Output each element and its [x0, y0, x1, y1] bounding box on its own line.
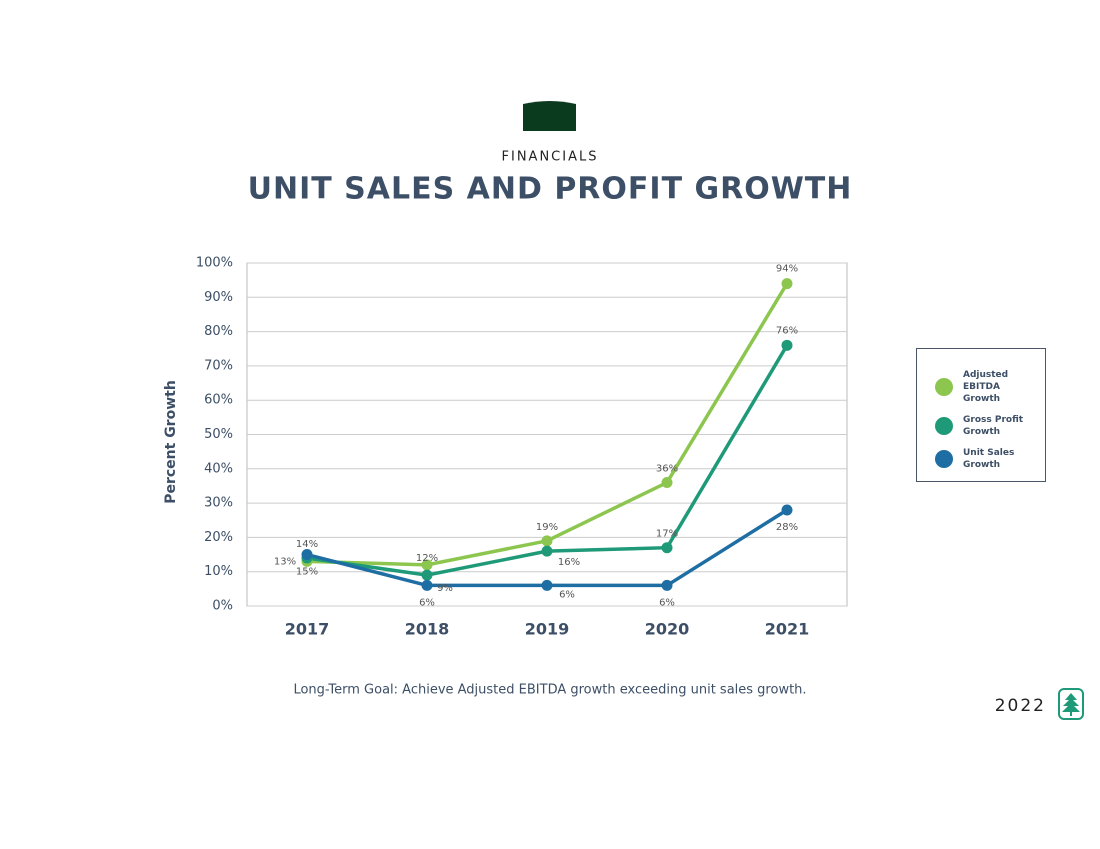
- data-label: 9%: [437, 583, 453, 594]
- legend-item: Unit Sales Growth: [935, 447, 1035, 471]
- data-point: [781, 278, 793, 290]
- legend-marker: [935, 450, 953, 468]
- y-tick-label: 0%: [212, 599, 233, 614]
- y-tick-label: 80%: [204, 324, 233, 339]
- data-label: 14%: [296, 539, 318, 550]
- x-tick-label: 2020: [645, 620, 690, 639]
- data-label: 19%: [536, 522, 558, 533]
- data-label: 36%: [656, 464, 678, 475]
- data-point: [781, 504, 793, 516]
- legend-item: Gross Profit Growth: [935, 414, 1035, 438]
- y-tick-label: 20%: [204, 530, 233, 545]
- data-point: [661, 477, 673, 489]
- data-label: 6%: [659, 597, 675, 608]
- data-point: [541, 535, 553, 547]
- data-label: 6%: [559, 589, 575, 600]
- data-point: [421, 569, 433, 581]
- y-tick-label: 70%: [204, 358, 233, 373]
- x-tick-label: 2017: [285, 620, 330, 639]
- data-point: [541, 579, 553, 591]
- data-label: 76%: [776, 325, 798, 336]
- legend-item: Adjusted EBITDA Growth: [935, 369, 1035, 405]
- y-tick-label: 50%: [204, 427, 233, 442]
- data-point: [661, 579, 673, 591]
- data-label: 94%: [776, 264, 798, 275]
- legend-label: Adjusted EBITDA Growth: [963, 370, 1009, 404]
- data-label: 6%: [419, 597, 435, 608]
- section-label: FINANCIALS: [502, 150, 599, 165]
- y-tick-label: 100%: [196, 256, 233, 271]
- legend-label: Unit Sales Growth: [963, 448, 1015, 470]
- legend-marker: [935, 417, 953, 435]
- data-point: [421, 579, 433, 591]
- data-label: 16%: [558, 557, 580, 568]
- legend: Adjusted EBITDA Growth Gross Profit Growt…: [916, 348, 1046, 482]
- tree-logo: [1058, 688, 1084, 720]
- data-point: [301, 549, 313, 561]
- x-tick-label: 2018: [405, 620, 450, 639]
- y-tick-label: 30%: [204, 496, 233, 511]
- data-label: 15%: [296, 567, 318, 578]
- legend-marker: [935, 378, 953, 396]
- x-tick-label: 2019: [525, 620, 570, 639]
- data-label: 12%: [416, 553, 438, 564]
- data-point: [661, 542, 673, 554]
- data-label: 13%: [274, 556, 296, 567]
- data-point: [781, 339, 793, 351]
- data-label: 28%: [776, 522, 798, 533]
- logo-banner: [523, 101, 576, 131]
- footnote: Long-Term Goal: Achieve Adjusted EBITDA …: [293, 683, 806, 698]
- data-point: [421, 559, 433, 571]
- x-tick-label: 2021: [765, 620, 810, 639]
- year: 2022: [995, 696, 1046, 716]
- y-tick-label: 10%: [204, 564, 233, 579]
- data-point: [541, 545, 553, 557]
- y-tick-label: 60%: [204, 393, 233, 408]
- y-axis-label: Percent Growth: [163, 380, 179, 504]
- legend-label: Gross Profit Growth: [963, 415, 1024, 437]
- y-tick-label: 90%: [204, 290, 233, 305]
- data-label: 17%: [656, 529, 678, 540]
- y-tick-label: 40%: [204, 461, 233, 476]
- chart-title: UNIT SALES AND PROFIT GROWTH: [248, 172, 853, 207]
